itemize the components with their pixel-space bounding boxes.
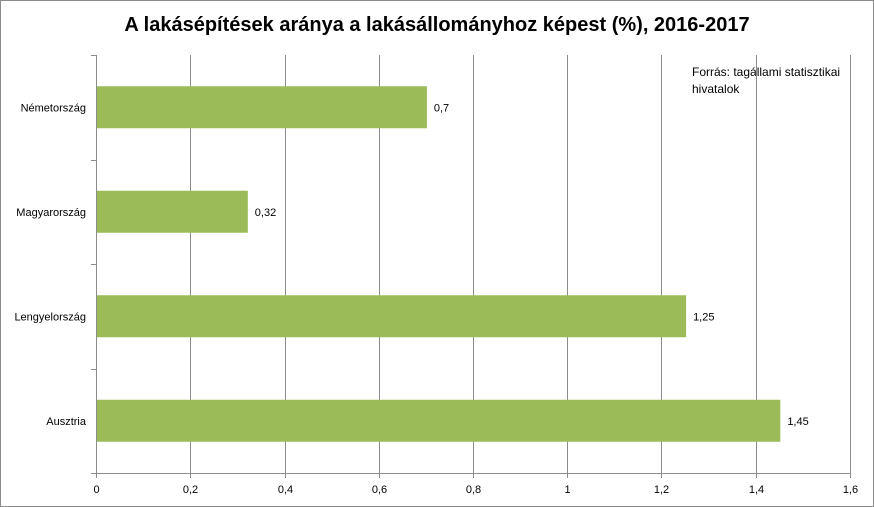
x-tick-label: 0,6: [372, 484, 387, 496]
source-annotation: Forrás: tagállami statisztikai hivatalok: [692, 65, 841, 96]
data-label: 1,45: [787, 416, 808, 428]
bar-3: [97, 399, 781, 442]
bar-0: [97, 86, 427, 129]
chart-title: A lakásépítések aránya a lakásállományho…: [124, 14, 750, 36]
x-tick-label: 1,2: [654, 484, 669, 496]
category-label: Lengyelország: [14, 311, 86, 323]
x-tick-label: 1,6: [843, 484, 858, 496]
data-label: 0,32: [255, 207, 276, 219]
x-tick-label: 0,8: [466, 484, 481, 496]
bars: [97, 86, 781, 442]
data-label: 0,7: [434, 102, 449, 114]
category-label: Magyarország: [16, 207, 86, 219]
data-label: 1,25: [693, 311, 714, 323]
category-label: Németország: [21, 102, 86, 114]
category-label: Ausztria: [46, 416, 87, 428]
x-tick-label: 1,4: [749, 484, 764, 496]
x-tick-label: 0: [93, 484, 99, 496]
labels: 0 0,2 0,4 0,6 0,8 1 1,2 1,4 1,6 Németország 0,7 Mag…: [14, 102, 858, 496]
axes: [91, 55, 851, 478]
x-tick-label: 0,4: [278, 484, 293, 496]
x-tick-label: 0,2: [183, 484, 198, 496]
bar-2: [97, 295, 687, 338]
bar-1: [97, 190, 248, 233]
x-tick-label: 1: [564, 484, 570, 496]
